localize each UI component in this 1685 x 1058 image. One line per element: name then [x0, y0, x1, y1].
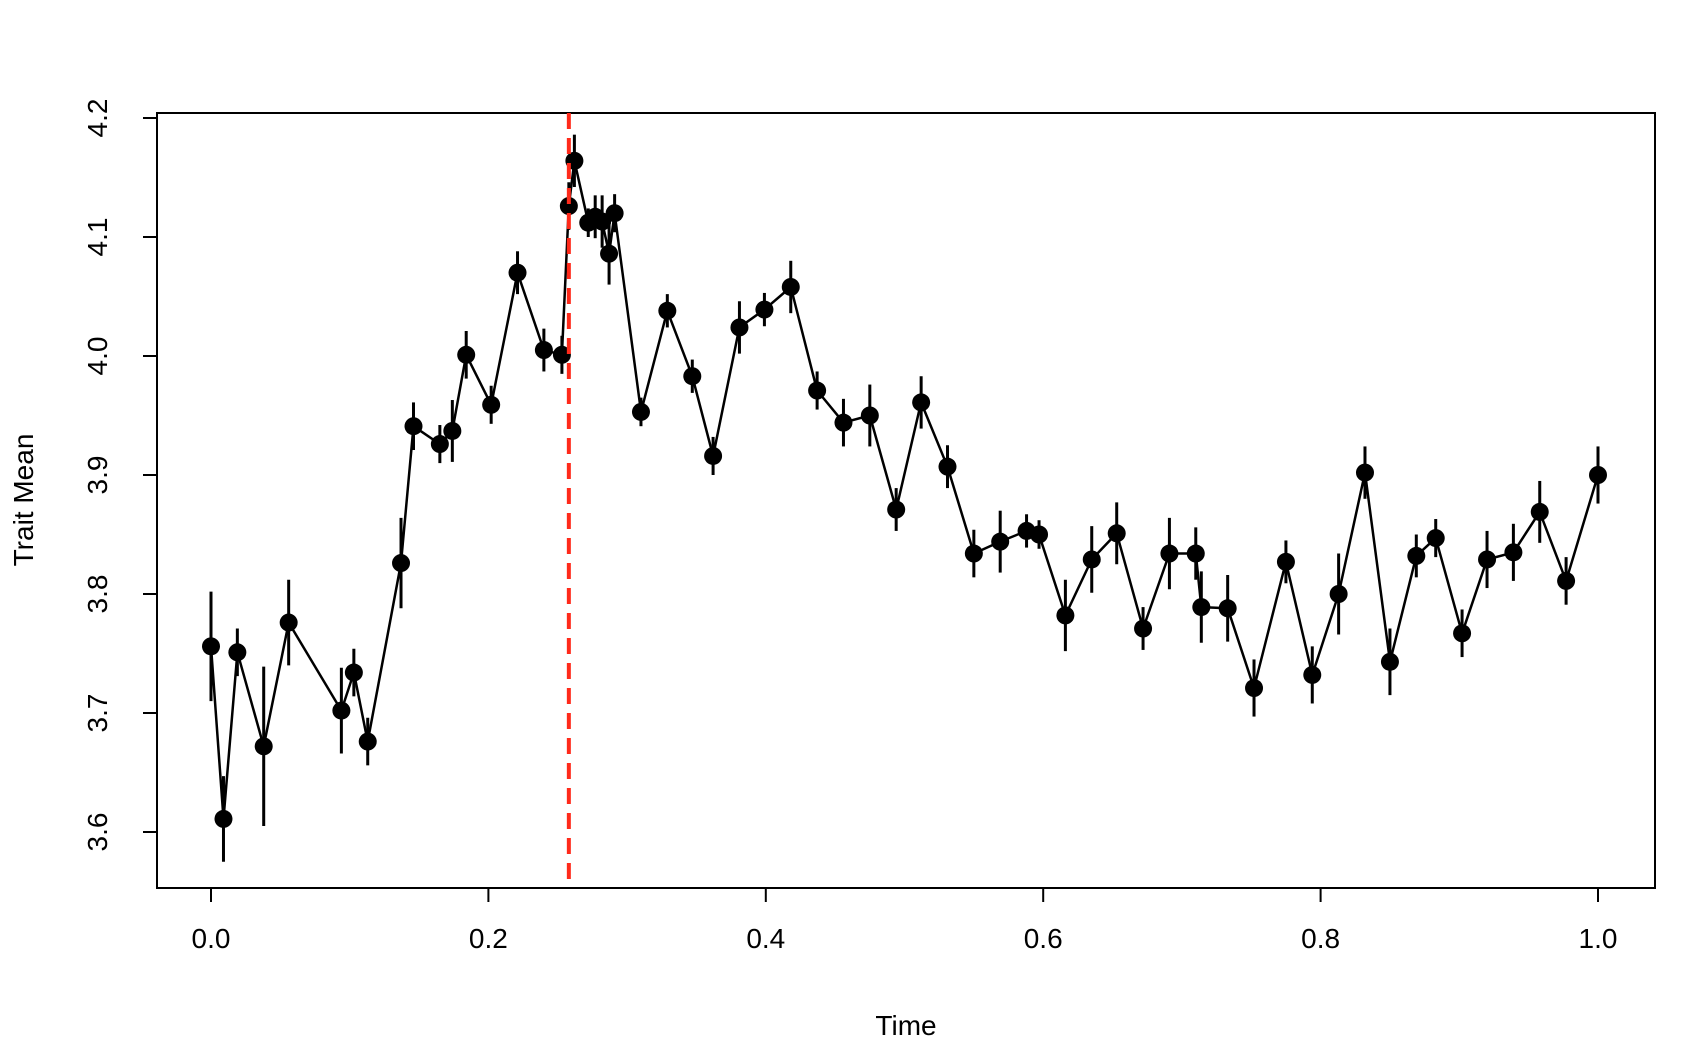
data-point — [332, 701, 351, 720]
y-tick-label: 3.7 — [82, 694, 113, 733]
data-point — [1245, 679, 1264, 698]
data-point — [358, 732, 377, 751]
data-point — [704, 446, 723, 465]
data-point — [214, 809, 233, 828]
data-point — [552, 345, 571, 364]
data-point — [860, 406, 879, 425]
data-point — [279, 613, 298, 632]
data-point — [1218, 599, 1237, 618]
data-point — [1160, 544, 1179, 563]
x-tick-label: 1.0 — [1579, 923, 1618, 954]
data-point — [1407, 546, 1426, 565]
x-tick-label: 0.4 — [746, 923, 785, 954]
data-point — [730, 318, 749, 337]
data-point — [559, 197, 578, 216]
data-point — [404, 417, 423, 436]
data-point — [1134, 619, 1153, 638]
data-point — [430, 435, 449, 454]
data-point — [605, 204, 624, 223]
y-tick-label: 4.0 — [82, 337, 113, 376]
data-point — [1355, 463, 1374, 482]
data-point — [508, 263, 527, 282]
data-point — [755, 300, 774, 319]
data-point — [202, 637, 220, 656]
x-axis: 0.0 0.2 0.4 0.6 0.8 1.0 — [192, 887, 1618, 954]
data-point — [781, 277, 800, 296]
x-tick-label: 0.0 — [192, 923, 231, 954]
data-point — [1453, 624, 1472, 643]
y-tick-label: 3.9 — [82, 456, 113, 495]
series-layer — [202, 134, 1607, 862]
x-tick-label: 0.6 — [1024, 923, 1063, 954]
data-point — [808, 381, 827, 400]
x-tick-label: 0.2 — [469, 923, 508, 954]
y-axis-title: Trait Mean — [8, 434, 39, 567]
data-point — [1426, 529, 1445, 548]
x-axis-title: Time — [875, 1010, 936, 1041]
data-point — [600, 244, 619, 263]
data-point — [392, 554, 411, 573]
data-point — [1186, 544, 1205, 563]
y-tick-label: 3.8 — [82, 575, 113, 614]
data-point — [991, 532, 1010, 551]
data-point — [1192, 598, 1211, 617]
data-point — [964, 544, 983, 563]
data-point — [683, 367, 702, 386]
data-point — [1329, 585, 1348, 603]
y-tick-label: 4.1 — [82, 218, 113, 257]
data-point — [1478, 550, 1497, 569]
data-point — [1276, 552, 1295, 571]
data-point — [1107, 524, 1126, 543]
data-point — [344, 663, 363, 682]
data-point — [443, 421, 462, 440]
data-point — [938, 457, 957, 476]
data-point — [482, 395, 501, 414]
data-point — [887, 500, 906, 519]
data-point — [1030, 525, 1049, 544]
data-point — [1380, 652, 1399, 671]
data-point — [1082, 550, 1101, 569]
x-tick-label: 0.8 — [1301, 923, 1340, 954]
data-point — [1557, 571, 1576, 590]
data-point — [658, 301, 677, 320]
data-point — [834, 413, 853, 432]
y-tick-label: 4.2 — [82, 99, 113, 138]
data-point — [631, 402, 650, 421]
y-axis: 3.6 3.7 3.8 3.9 4.0 4.1 4.2 — [82, 99, 158, 852]
data-point — [1504, 543, 1523, 562]
data-point — [228, 643, 247, 662]
data-point — [1303, 665, 1322, 684]
data-point — [1056, 606, 1075, 625]
data-point — [1589, 466, 1607, 484]
y-tick-label: 3.6 — [82, 813, 113, 852]
plot-frame — [156, 112, 1656, 889]
data-point — [912, 393, 931, 412]
data-point — [1530, 502, 1549, 521]
data-point — [457, 345, 476, 364]
series-line — [209, 159, 1600, 821]
data-point — [254, 737, 273, 756]
data-point — [534, 341, 553, 360]
